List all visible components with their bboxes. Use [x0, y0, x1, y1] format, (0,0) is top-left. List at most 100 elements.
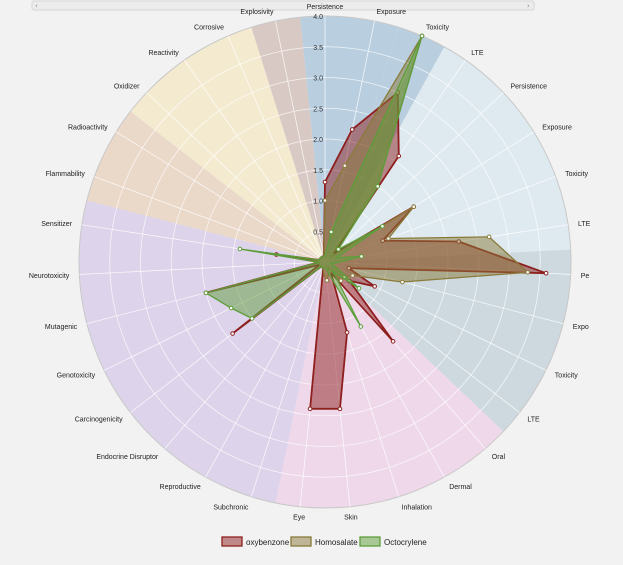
data-point-homosalate [400, 279, 405, 285]
data-point-octocrylene [328, 229, 334, 235]
legend: oxybenzone Homosalate Octocrylene [221, 536, 427, 547]
tick-label: 2.5 [313, 106, 323, 113]
legend-label-homosalate[interactable]: Homosalate [315, 538, 358, 547]
sector-band-8 [251, 17, 325, 262]
grid-spoke [205, 261, 326, 478]
grid-spoke [79, 261, 326, 275]
axis-label: Neurotoxicity [29, 273, 70, 280]
grid-spoke [250, 261, 326, 497]
axis-label: Flammability [46, 171, 86, 178]
grid-spoke [94, 176, 326, 263]
grid-spoke [184, 59, 326, 263]
tick-label: 3.5 [313, 45, 323, 52]
data-point-octocrylene [203, 290, 209, 296]
axis-label: Corrosive [194, 25, 224, 32]
data-point-octocrylene [336, 246, 341, 252]
axis-label: Skin [344, 515, 358, 522]
series-area-octocrylene [204, 35, 423, 327]
axis-label: Exposure [542, 125, 572, 132]
legend-swatch-oxybenzone[interactable] [221, 536, 243, 547]
data-point-homosalate [324, 278, 330, 283]
scrollbar-track[interactable] [31, 0, 535, 11]
axis-label: Sensitizer [41, 221, 72, 228]
axis-label: Expo [573, 324, 589, 331]
axis-label: Genotoxicity [57, 373, 96, 380]
data-point-homosalate [411, 204, 417, 209]
axis-label: Mutagenic [45, 324, 78, 331]
data-point-oxybenzone [307, 406, 313, 412]
data-point-oxybenzone [337, 406, 343, 412]
axis-label: Endocrine Disruptor [96, 454, 159, 461]
axis-label: LTE [578, 221, 591, 228]
data-point-octocrylene [380, 223, 385, 229]
data-point-octocrylene [358, 324, 364, 329]
axis-label: Persistence [307, 4, 344, 11]
axis-label: Toxicity [555, 373, 578, 380]
data-point-oxybenzone [543, 270, 549, 276]
axis-label: Pe [581, 273, 590, 280]
data-point-octocrylene [419, 33, 425, 39]
axis-label: Carcinogenicity [75, 417, 123, 424]
data-point-oxybenzone [396, 153, 402, 159]
data-point-homosalate [486, 234, 492, 240]
legend-label-oxybenzone[interactable]: oxybenzone [246, 538, 290, 547]
tick-label: 2.0 [313, 137, 323, 144]
axis-label: Toxicity [565, 171, 588, 178]
legend-label-octocrylene[interactable]: Octocrylene [384, 538, 427, 547]
grid-spoke [116, 131, 326, 263]
axis-label: Persistence [511, 84, 548, 91]
axis-label: LTE [471, 50, 484, 57]
data-point-homosalate [322, 198, 328, 203]
data-point-octocrylene [356, 286, 362, 291]
axis-label: Oral [492, 454, 506, 461]
sector-band-2 [325, 46, 571, 262]
axis-label: Oxidizer [114, 84, 140, 91]
grid-spoke [227, 35, 326, 263]
data-point-oxybenzone [230, 331, 235, 336]
axis-label: Reactivity [148, 50, 179, 57]
data-point-octocrylene [375, 183, 380, 189]
grid-spoke [324, 92, 504, 263]
grid-spoke [164, 261, 326, 449]
tick-label: 0.5 [313, 229, 323, 236]
radial-tick-labels: 0.5 1.0 1.5 2.0 2.5 3.0 3.5 4.0 [313, 14, 323, 236]
axis-label: Dermal [449, 484, 472, 491]
axis-label: Subchronic [213, 504, 249, 511]
axis-label: Toxicity [426, 25, 449, 32]
data-series [203, 33, 549, 412]
tick-label: 3.0 [313, 76, 323, 83]
data-point-oxybenzone [349, 127, 355, 132]
sector-band-3 [325, 249, 571, 432]
legend-swatch-octocrylene[interactable] [359, 536, 381, 547]
axis-label: Inhalation [402, 504, 432, 511]
data-point-octocrylene [228, 305, 234, 311]
axis-label: Explosivity [240, 9, 274, 16]
sector-band-7 [130, 27, 325, 263]
data-point-oxybenzone [344, 330, 350, 335]
axis-label: Reproductive [160, 484, 201, 491]
data-point-octocrylene [249, 316, 255, 321]
tick-label: 1.5 [313, 168, 323, 175]
grid-spoke [146, 92, 326, 263]
legend-swatch-homosalate[interactable] [290, 536, 312, 547]
data-point-homosalate [350, 273, 355, 278]
tick-label: 4.0 [313, 14, 323, 21]
data-point-homosalate [386, 236, 391, 241]
scroll-right-arrow[interactable]: › [527, 2, 530, 10]
data-point-octocrylene [237, 246, 243, 252]
scroll-left-arrow[interactable]: ‹ [35, 2, 38, 10]
grid-spoke [275, 20, 326, 263]
sector-band-5 [79, 200, 325, 503]
axis-label: Radioactivity [68, 125, 108, 132]
data-point-homosalate [338, 278, 344, 283]
axis-label: Eye [293, 515, 305, 522]
tick-label: 1.0 [313, 199, 323, 206]
data-point-oxybenzone [372, 284, 377, 289]
data-point-octocrylene [359, 254, 364, 259]
data-point-homosalate [342, 163, 348, 168]
data-point-homosalate [525, 269, 530, 275]
top-scrollbar[interactable]: ‹ › [31, 0, 535, 11]
data-point-oxybenzone [390, 339, 396, 344]
axis-label: Exposure [377, 9, 407, 16]
